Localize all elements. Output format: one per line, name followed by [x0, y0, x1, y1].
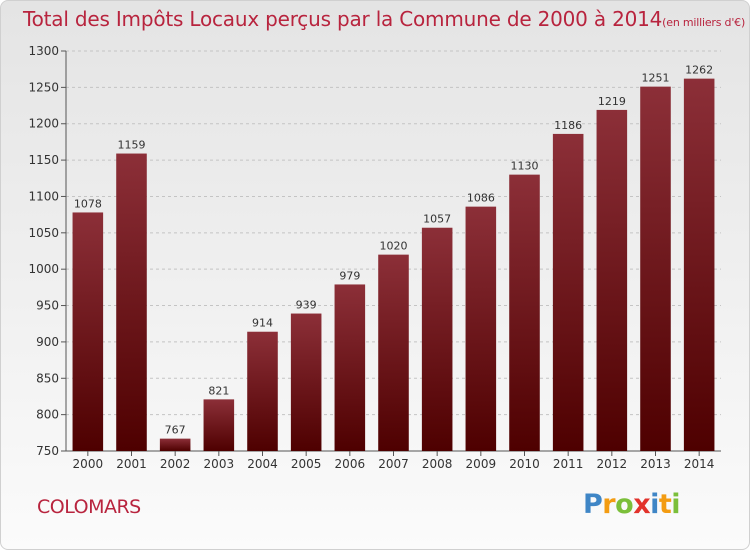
- chart-title-text: Total des Impôts Locaux perçus par la Co…: [23, 7, 663, 31]
- data-label: 1086: [467, 192, 495, 205]
- y-tick-label: 1300: [28, 44, 59, 58]
- x-tick-label: 2012: [597, 457, 628, 471]
- data-label: 1219: [598, 95, 626, 108]
- data-label: 1251: [642, 72, 670, 85]
- data-label: 914: [252, 317, 273, 330]
- x-tick-label: 2006: [335, 457, 366, 471]
- logo-letter: i: [671, 489, 681, 520]
- x-tick-label: 2014: [684, 457, 715, 471]
- logo-letter: o: [615, 489, 634, 520]
- bar-2009: [465, 206, 497, 451]
- chart-title: Total des Impôts Locaux perçus par la Co…: [23, 7, 745, 31]
- bar-2003: [203, 399, 235, 451]
- data-label: 1130: [511, 160, 539, 173]
- x-tick-label: 2010: [509, 457, 540, 471]
- logo-letter: x: [633, 489, 651, 520]
- y-tick-label: 900: [36, 335, 59, 349]
- bar-2012: [596, 109, 628, 451]
- bar-2002: [159, 438, 191, 451]
- bar-2011: [552, 133, 584, 451]
- x-tick-label: 2004: [247, 457, 278, 471]
- x-tick-label: 2009: [466, 457, 497, 471]
- bar-2000: [72, 212, 104, 451]
- bar-2001: [116, 153, 147, 451]
- data-label: 939: [296, 299, 317, 312]
- bar-2005: [290, 313, 322, 451]
- y-tick-label: 1050: [28, 226, 59, 240]
- y-tick-label: 750: [36, 444, 59, 458]
- bar-2007: [378, 254, 409, 451]
- logo-letter: r: [602, 489, 616, 520]
- data-label: 1057: [423, 213, 451, 226]
- data-label: 1186: [554, 119, 582, 132]
- y-tick-label: 1250: [28, 80, 59, 94]
- bar-2014: [683, 78, 715, 452]
- x-tick-label: 2007: [378, 457, 409, 471]
- y-tick-label: 1000: [28, 262, 59, 276]
- x-tick-label: 2005: [291, 457, 322, 471]
- logo-letter: t: [658, 489, 672, 520]
- x-tick-label: 2013: [640, 457, 671, 471]
- logo-letter: i: [650, 489, 659, 520]
- labels: 1078 2000 1159 2001 767 2002 821 2003 914 2004 939…: [73, 64, 715, 471]
- x-tick-label: 2002: [160, 457, 191, 471]
- axes: 750 800 850 900 950 1000 1050 1100 1150 1200 1250 1…: [28, 44, 721, 458]
- data-label: 979: [339, 269, 360, 282]
- x-tick-label: 2001: [116, 457, 147, 471]
- bars: [72, 78, 715, 452]
- y-tick-label: 950: [36, 299, 59, 313]
- bar-2010: [509, 174, 540, 452]
- y-tick-label: 1200: [28, 117, 59, 131]
- commune-name: COLOMARS: [37, 496, 141, 518]
- data-label: 821: [208, 384, 229, 397]
- y-tick-label: 1100: [28, 189, 59, 203]
- y-tick-label: 850: [36, 371, 59, 385]
- data-label: 767: [165, 424, 186, 437]
- proxiti-logo: Proxiti: [583, 489, 681, 520]
- bar-2004: [247, 331, 278, 451]
- chart-unit: (en milliers d'€): [662, 16, 746, 29]
- y-tick-label: 800: [36, 408, 59, 422]
- grid-lines: [66, 50, 721, 416]
- bar-2008: [421, 227, 453, 451]
- data-label: 1020: [380, 240, 408, 253]
- data-label: 1159: [118, 139, 146, 152]
- bar-2006: [334, 284, 366, 451]
- x-tick-label: 2000: [73, 457, 104, 471]
- x-tick-label: 2011: [553, 457, 584, 471]
- y-tick-label: 1150: [28, 153, 59, 167]
- x-tick-label: 2008: [422, 457, 453, 471]
- data-label: 1078: [74, 197, 102, 210]
- x-tick-label: 2003: [204, 457, 235, 471]
- data-label: 1262: [685, 64, 713, 77]
- logo-letter: P: [583, 489, 603, 520]
- bar-2013: [640, 86, 671, 452]
